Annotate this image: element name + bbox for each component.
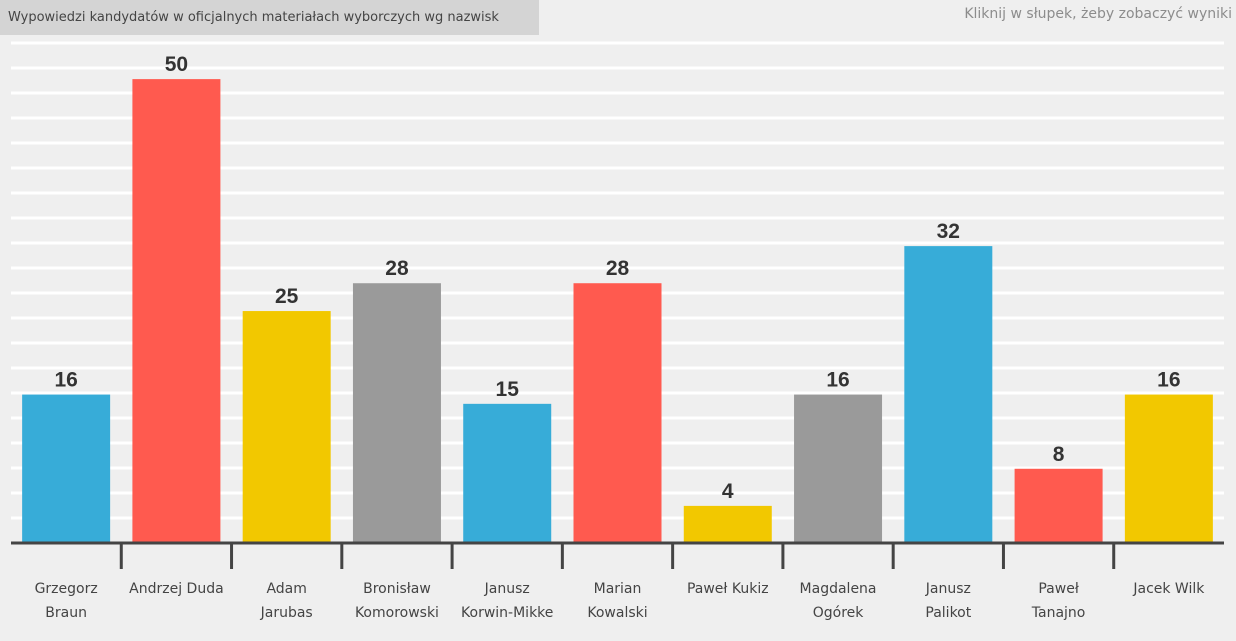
x-axis [11,541,1224,569]
bar[interactable] [22,394,111,543]
bar[interactable] [904,246,993,543]
click-hint: Kliknij w słupek, żeby zobaczyć wyniki [964,6,1232,22]
category-label: Adam Jarubas [260,581,313,621]
value-label: 4 [722,480,734,503]
chart-title: Wypowiedzi kandydatów w oficjalnych mate… [0,0,539,35]
value-label: 16 [1157,369,1180,392]
category-label: Marian Kowalski [587,581,647,621]
category-label: Janusz Korwin-Mikke [461,581,553,621]
category-label: Andrzej Duda [129,581,224,597]
value-label: 32 [937,220,960,243]
value-label: 28 [606,257,630,280]
category-label: Bronisław Komorowski [355,581,439,621]
category-label: Paweł Tanajno [1031,581,1086,621]
category-label: Janusz Palikot [925,581,972,621]
value-label: 15 [496,378,520,401]
category-label: Magdalena Ogórek [800,581,877,621]
bar[interactable] [132,79,221,543]
value-label: 28 [385,257,409,280]
value-label: 16 [54,369,77,392]
value-label: 16 [826,369,849,392]
value-label: 25 [275,285,299,308]
bar[interactable] [573,283,662,543]
bar[interactable] [352,283,441,543]
category-label: Jacek Wilk [1132,581,1205,597]
category-label: Paweł Kukiz [687,581,769,597]
bar[interactable] [1124,394,1213,543]
bar[interactable] [1014,468,1103,543]
bar[interactable] [242,311,331,543]
bar[interactable] [463,403,552,543]
value-label: 50 [165,53,188,76]
bars [22,79,1213,543]
category-labels: Grzegorz Braun Andrzej Duda Adam Jarubas Bron… [35,581,1206,621]
value-label: 8 [1053,443,1065,466]
bar[interactable] [683,505,772,543]
bar[interactable] [794,394,883,543]
category-label: Grzegorz Braun [35,581,98,621]
value-labels: 16 50 25 28 15 28 4 16 32 8 16 [54,53,1180,503]
